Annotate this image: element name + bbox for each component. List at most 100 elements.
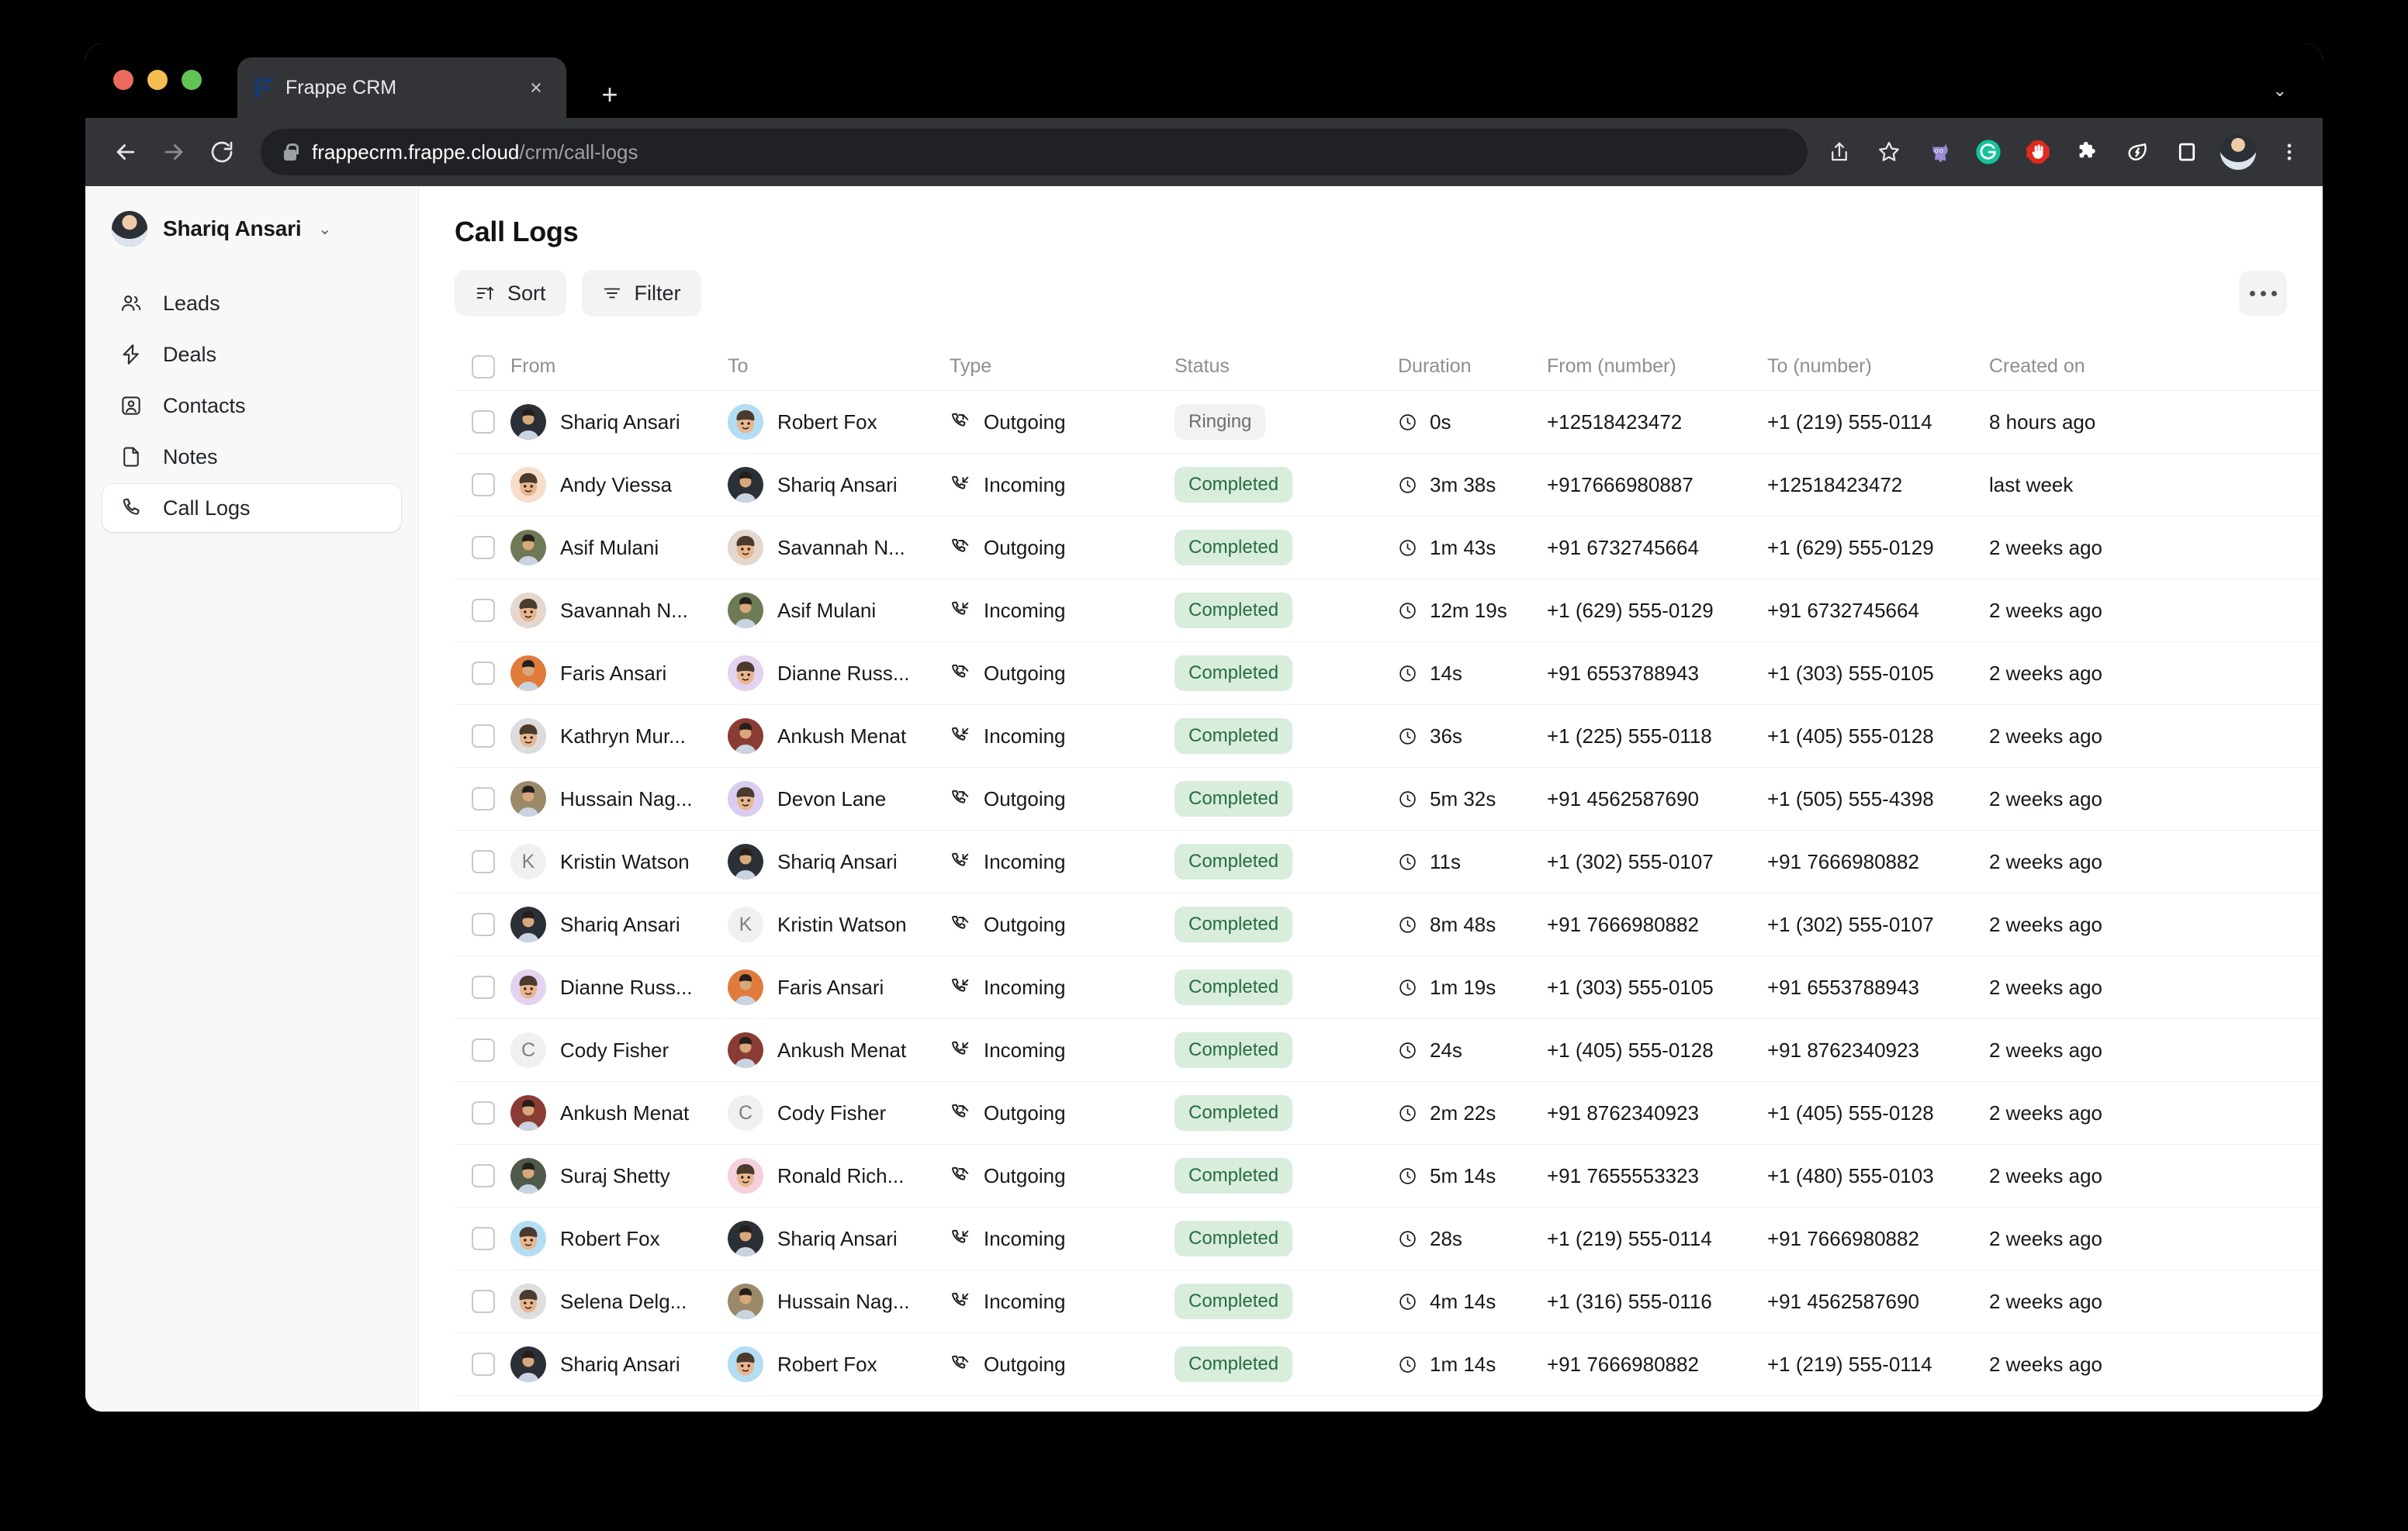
user-menu-button[interactable]: Shariq Ansari ⌄: [102, 203, 401, 254]
table-row[interactable]: Shariq Ansari K Kristin Watson Outgoing Comp…: [455, 893, 2323, 956]
table-row[interactable]: Asif Mulani Savannah N... Outgoing Complete…: [455, 517, 2323, 579]
duration-value: 1m 19s: [1430, 975, 1496, 999]
row-checkbox[interactable]: [472, 536, 495, 559]
reload-button[interactable]: [200, 130, 244, 174]
row-checkbox[interactable]: [472, 724, 495, 748]
row-checkbox[interactable]: [472, 473, 495, 496]
url-input[interactable]: frappecrm.frappe.cloud/crm/call-logs: [261, 129, 1808, 175]
column-header-type[interactable]: Type: [950, 355, 992, 377]
to-name: Shariq Ansari: [777, 849, 898, 873]
maximize-window-button[interactable]: [182, 70, 202, 90]
sidebar-item-notes[interactable]: Notes: [102, 433, 401, 481]
table-row[interactable]: K Kristin Watson Shariq Ansari Incoming Comp…: [455, 831, 2323, 893]
more-options-button[interactable]: [2239, 271, 2287, 316]
chrome-menu-icon[interactable]: [2273, 136, 2306, 168]
cell-from-number: +1 (303) 555-0105: [1547, 976, 1767, 1000]
call-incoming-icon: [950, 474, 971, 496]
table-row[interactable]: Andy Viessa Shariq Ansari Incoming Complete…: [455, 454, 2323, 517]
row-checkbox[interactable]: [472, 1039, 495, 1062]
clock-icon: [1398, 1166, 1417, 1186]
cell-type: Outgoing: [950, 1353, 1175, 1377]
duration-value: 12m 19s: [1430, 598, 1507, 622]
column-header-to-number[interactable]: To (number): [1767, 355, 1872, 377]
row-checkbox[interactable]: [472, 1353, 495, 1376]
sort-button[interactable]: Sort: [455, 270, 566, 316]
clock-icon: [1398, 915, 1417, 935]
from-name: Kathryn Mur...: [560, 724, 686, 748]
row-checkbox[interactable]: [472, 1227, 495, 1250]
select-all-checkbox[interactable]: [472, 354, 495, 378]
column-header-to[interactable]: To: [728, 355, 749, 377]
to-person: Asif Mulani: [728, 593, 876, 628]
filter-button[interactable]: Filter: [581, 270, 701, 316]
table-body: Shariq Ansari Robert Fox Outgoing Ringing 0s…: [455, 391, 2323, 1396]
column-header-status[interactable]: Status: [1175, 355, 1230, 377]
row-checkbox[interactable]: [472, 599, 495, 622]
side-panel-icon[interactable]: [2171, 136, 2203, 168]
row-checkbox[interactable]: [472, 1164, 495, 1187]
row-checkbox[interactable]: [472, 787, 495, 810]
from-name: Shariq Ansari: [560, 410, 680, 434]
sidebar-item-leads[interactable]: Leads: [102, 279, 401, 327]
row-checkbox[interactable]: [472, 410, 495, 434]
table-row[interactable]: Shariq Ansari Robert Fox Outgoing Ringing 0s…: [455, 391, 2323, 454]
share-icon[interactable]: [1823, 136, 1856, 168]
from-number: +91 7666980882: [1547, 1352, 1699, 1376]
table-row[interactable]: Kathryn Mur... Ankush Menat Incoming Comple…: [455, 705, 2323, 768]
cell-to: C Cody Fisher: [728, 1095, 950, 1131]
row-checkbox[interactable]: [472, 850, 495, 873]
close-tab-icon[interactable]: ×: [530, 75, 542, 99]
table-row[interactable]: C Cody Fisher Ankush Menat Incoming Complete…: [455, 1019, 2323, 1082]
bookmark-star-icon[interactable]: [1873, 136, 1905, 168]
browser-tab-frappe-crm[interactable]: Frappe CRM ×: [237, 57, 566, 118]
table-row[interactable]: Shariq Ansari Robert Fox Outgoing Completed…: [455, 1333, 2323, 1396]
back-button[interactable]: [104, 130, 147, 174]
octocat-extension-icon[interactable]: [1922, 136, 1955, 168]
profile-avatar[interactable]: [2220, 134, 2256, 170]
column-header-from[interactable]: From: [510, 355, 556, 377]
chevron-down-icon[interactable]: ⌄: [2272, 81, 2287, 100]
cell-to-number: +1 (405) 555-0128: [1767, 724, 1989, 748]
leaf-extension-icon[interactable]: [2121, 136, 2154, 168]
row-checkbox[interactable]: [472, 662, 495, 685]
table-row[interactable]: Ankush Menat C Cody Fisher Outgoing Complete…: [455, 1082, 2323, 1145]
table-row[interactable]: Selena Delg... Hussain Nag... Incoming Comp…: [455, 1270, 2323, 1333]
cell-duration: 1m 14s: [1398, 1353, 1547, 1377]
table-row[interactable]: Suraj Shetty Ronald Rich... Outgoing Comple…: [455, 1145, 2323, 1208]
to-name: Robert Fox: [777, 1352, 877, 1376]
sidebar-item-deals[interactable]: Deals: [102, 330, 401, 378]
grammarly-extension-icon[interactable]: [1972, 136, 2005, 168]
cell-created-on: last week: [1989, 473, 2222, 497]
created-on: 2 weeks ago: [1989, 1289, 2102, 1313]
to-avatar: [728, 404, 763, 440]
column-header-duration[interactable]: Duration: [1398, 355, 1472, 377]
sidebar-item-call-logs[interactable]: Call Logs: [102, 484, 401, 532]
duration-value: 5m 32s: [1430, 786, 1496, 810]
table-row[interactable]: Dianne Russ... Faris Ansari Incoming Comple…: [455, 956, 2323, 1019]
to-name: Hussain Nag...: [777, 1289, 910, 1313]
row-checkbox[interactable]: [472, 976, 495, 999]
cell-from-number: +1 (225) 555-0118: [1547, 724, 1767, 748]
extensions-puzzle-icon[interactable]: [2071, 136, 2104, 168]
cell-duration: 5m 32s: [1398, 787, 1547, 811]
call-incoming-icon: [950, 600, 971, 621]
sidebar-item-contacts[interactable]: Contacts: [102, 382, 401, 430]
table-row[interactable]: Savannah N... Asif Mulani Incoming Complete…: [455, 579, 2323, 642]
table-row[interactable]: Robert Fox Shariq Ansari Incoming Completed…: [455, 1208, 2323, 1270]
new-tab-button[interactable]: +: [601, 78, 618, 110]
cell-from-number: +91 7666980882: [1547, 1353, 1767, 1377]
column-header-created-on[interactable]: Created on: [1989, 355, 2085, 377]
row-checkbox[interactable]: [472, 1290, 495, 1313]
column-header-from-number[interactable]: From (number): [1547, 355, 1676, 377]
cell-type: Outgoing: [950, 1164, 1175, 1188]
forward-button[interactable]: [152, 130, 195, 174]
adblock-extension-icon[interactable]: [2022, 136, 2054, 168]
row-checkbox[interactable]: [472, 913, 495, 936]
to-number: +91 7666980882: [1767, 1226, 1919, 1250]
close-window-button[interactable]: [113, 70, 133, 90]
row-checkbox[interactable]: [472, 1101, 495, 1125]
call-type: Incoming: [984, 975, 1066, 999]
minimize-window-button[interactable]: [147, 70, 168, 90]
table-row[interactable]: Faris Ansari Dianne Russ... Outgoing Comple…: [455, 642, 2323, 705]
table-row[interactable]: Hussain Nag... Devon Lane Outgoing Complete…: [455, 768, 2323, 831]
